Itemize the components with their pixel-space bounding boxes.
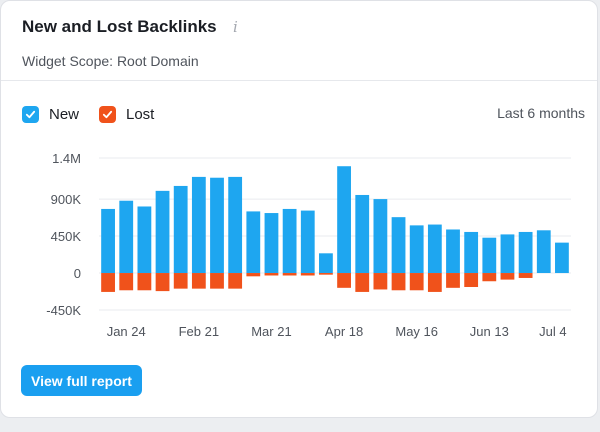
y-tick-label: 1.4M (52, 151, 81, 166)
lost-bar[interactable] (337, 273, 351, 288)
lost-bar[interactable] (191, 273, 206, 289)
legend-new-label: New (49, 105, 80, 123)
lost-bar[interactable] (264, 273, 279, 276)
lost-bar[interactable] (446, 273, 460, 288)
new-bar[interactable] (555, 242, 569, 274)
lost-bar[interactable] (246, 273, 261, 277)
lost-bar[interactable] (427, 273, 442, 292)
x-tick-label: Jul 4 (539, 324, 566, 339)
lost-bar[interactable] (101, 273, 115, 292)
lost-bar[interactable] (482, 273, 497, 282)
lost-bar[interactable] (319, 273, 333, 275)
y-tick-label: 450K (51, 229, 82, 244)
new-bar[interactable] (500, 234, 515, 274)
lost-bar[interactable] (464, 273, 479, 287)
x-tick-label: Mar 21 (251, 324, 291, 339)
y-tick-label: 900K (51, 192, 82, 207)
backlinks-widget: New and Lost Backlinks i Widget Scope: R… (0, 0, 598, 418)
lost-bar[interactable] (391, 273, 406, 291)
new-bar[interactable] (101, 208, 115, 274)
new-bar[interactable] (300, 210, 315, 274)
lost-bar[interactable] (210, 273, 224, 289)
y-tick-label: -450K (46, 303, 81, 318)
checkbox-new-icon[interactable] (22, 105, 39, 123)
y-tick-label: 0 (74, 266, 81, 281)
new-bar[interactable] (246, 211, 261, 274)
checkbox-lost-icon[interactable] (99, 105, 116, 123)
x-tick-label: May 16 (395, 324, 438, 339)
lost-bar[interactable] (500, 273, 515, 280)
lost-bar[interactable] (300, 273, 315, 276)
backlinks-chart: 1.4M 900K 450K 0 -450K Jan 24 Feb 21 Mar 21 Apr … (46, 151, 571, 339)
new-bar[interactable] (446, 229, 460, 274)
lost-bar[interactable] (373, 273, 388, 290)
new-bar[interactable] (119, 200, 134, 274)
new-bar[interactable] (337, 166, 351, 274)
new-bar[interactable] (373, 199, 388, 274)
new-bar[interactable] (427, 224, 442, 274)
new-bar[interactable] (482, 237, 497, 274)
lost-bar[interactable] (409, 273, 424, 291)
lost-bar[interactable] (518, 273, 533, 278)
new-bar[interactable] (391, 217, 406, 274)
legend-lost-toggle[interactable]: Lost (99, 104, 154, 124)
new-bar[interactable] (137, 206, 152, 274)
new-bar[interactable] (319, 253, 333, 274)
new-bar[interactable] (282, 208, 297, 274)
legend-new-toggle[interactable]: New (22, 104, 79, 124)
new-bar[interactable] (409, 225, 424, 274)
lost-bar[interactable] (173, 273, 188, 289)
lost-bar[interactable] (119, 273, 134, 291)
x-tick-label: Jun 13 (470, 324, 509, 339)
x-tick-label: Jan 24 (107, 324, 146, 339)
lost-bar[interactable] (228, 273, 243, 289)
new-bar[interactable] (191, 176, 206, 274)
lost-bar[interactable] (137, 273, 152, 291)
widget-header: New and Lost Backlinks i Widget Scope: R… (1, 1, 597, 81)
new-bar[interactable] (355, 194, 370, 274)
legend-lost-label: Lost (126, 105, 155, 123)
new-bar[interactable] (228, 176, 243, 274)
new-bar[interactable] (155, 190, 170, 274)
new-bar[interactable] (210, 177, 224, 274)
new-bar[interactable] (173, 185, 188, 274)
new-bar[interactable] (518, 231, 533, 274)
view-full-report-button[interactable]: View full report (21, 365, 142, 396)
lost-bar[interactable] (155, 273, 170, 292)
info-icon[interactable]: i (233, 18, 238, 36)
new-bar[interactable] (536, 230, 551, 274)
x-tick-label: Feb 21 (179, 324, 219, 339)
lost-bar[interactable] (355, 273, 370, 292)
period-selector[interactable]: Last 6 months (497, 105, 585, 121)
lost-bar[interactable] (282, 273, 297, 276)
widget-title: New and Lost Backlinks (22, 17, 217, 36)
new-bar[interactable] (464, 231, 479, 274)
new-bar[interactable] (264, 213, 279, 274)
widget-scope: Widget Scope: Root Domain (22, 53, 199, 69)
x-tick-label: Apr 18 (325, 324, 363, 339)
